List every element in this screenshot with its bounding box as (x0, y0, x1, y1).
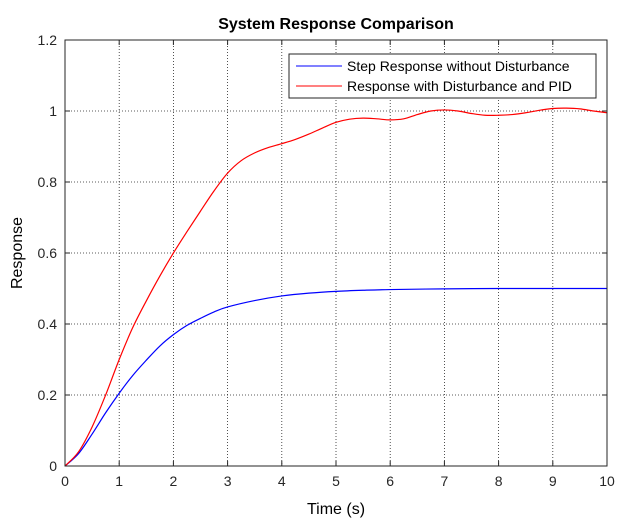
x-tick-label: 4 (278, 473, 286, 489)
x-axis-label: Time (s) (307, 501, 365, 518)
x-tick-label: 1 (115, 473, 123, 489)
x-tick-label: 10 (599, 473, 615, 489)
x-tick-label: 2 (170, 473, 178, 489)
x-tick-label: 0 (61, 473, 69, 489)
chart-title: System Response Comparison (218, 16, 454, 33)
legend-label-step-response: Step Response without Disturbance (347, 58, 570, 74)
y-tick-label: 1 (49, 103, 57, 119)
legend: Step Response without Disturbance Respon… (288, 53, 597, 99)
series-line-pid-response (64, 107, 608, 467)
y-tick-label: 0 (49, 458, 57, 474)
legend-box (288, 53, 597, 99)
series-lines (64, 107, 608, 467)
axis-ticks (64, 39, 608, 467)
y-tick-label: 0.2 (38, 387, 58, 403)
x-tick-label: 9 (549, 473, 557, 489)
x-tick-label: 5 (332, 473, 340, 489)
grid-lines (65, 40, 607, 466)
y-tick-label: 0.8 (38, 174, 58, 190)
y-tick-label: 0.6 (38, 245, 58, 261)
x-tick-labels: 0 1 2 3 4 5 6 7 8 9 10 (61, 473, 615, 489)
legend-label-pid-response: Response with Disturbance and PID (347, 78, 572, 94)
y-axis-label: Response (9, 217, 26, 289)
x-tick-label: 6 (386, 473, 394, 489)
y-tick-label: 0.4 (38, 316, 58, 332)
x-tick-label: 8 (495, 473, 503, 489)
series-line-step-response (64, 287, 607, 467)
x-tick-label: 7 (441, 473, 449, 489)
y-tick-labels: 0 0.2 0.4 0.6 0.8 1 1.2 (38, 32, 58, 474)
y-tick-label: 1.2 (38, 32, 58, 48)
x-tick-label: 3 (224, 473, 232, 489)
